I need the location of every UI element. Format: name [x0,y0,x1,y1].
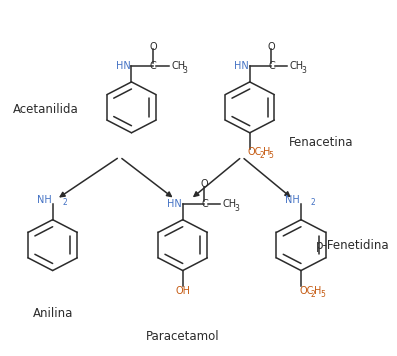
Text: O: O [149,42,157,52]
Text: Paracetamol: Paracetamol [146,330,220,344]
Text: O: O [268,42,275,52]
Text: Acetanilida: Acetanilida [13,103,79,116]
Text: CH: CH [172,61,186,71]
Text: NH: NH [285,195,300,205]
Text: 2: 2 [310,198,315,207]
Text: CH: CH [290,61,304,71]
Text: OH: OH [175,286,190,296]
Text: 3: 3 [183,66,188,75]
Text: 5: 5 [320,290,325,299]
Text: 3: 3 [234,204,239,213]
Text: NH: NH [37,195,52,205]
Text: C: C [150,61,156,71]
Text: HN: HN [167,199,181,209]
Text: 3: 3 [301,66,306,75]
Text: 2: 2 [260,151,264,160]
Text: H: H [314,286,322,296]
Text: Anilina: Anilina [33,308,73,320]
Text: CH: CH [223,199,237,209]
Text: 2: 2 [311,290,316,299]
Text: p-Fenetidina: p-Fenetidina [316,239,390,252]
Text: Fenacetina: Fenacetina [289,136,354,149]
Text: 2: 2 [62,198,67,207]
Text: HN: HN [234,61,249,71]
Text: C: C [268,61,275,71]
Text: OC: OC [299,286,313,296]
Text: H: H [263,147,270,157]
Text: C: C [201,199,208,209]
Text: O: O [200,179,208,189]
Text: OC: OC [248,147,262,157]
Text: HN: HN [116,61,130,71]
Text: 5: 5 [269,151,274,160]
